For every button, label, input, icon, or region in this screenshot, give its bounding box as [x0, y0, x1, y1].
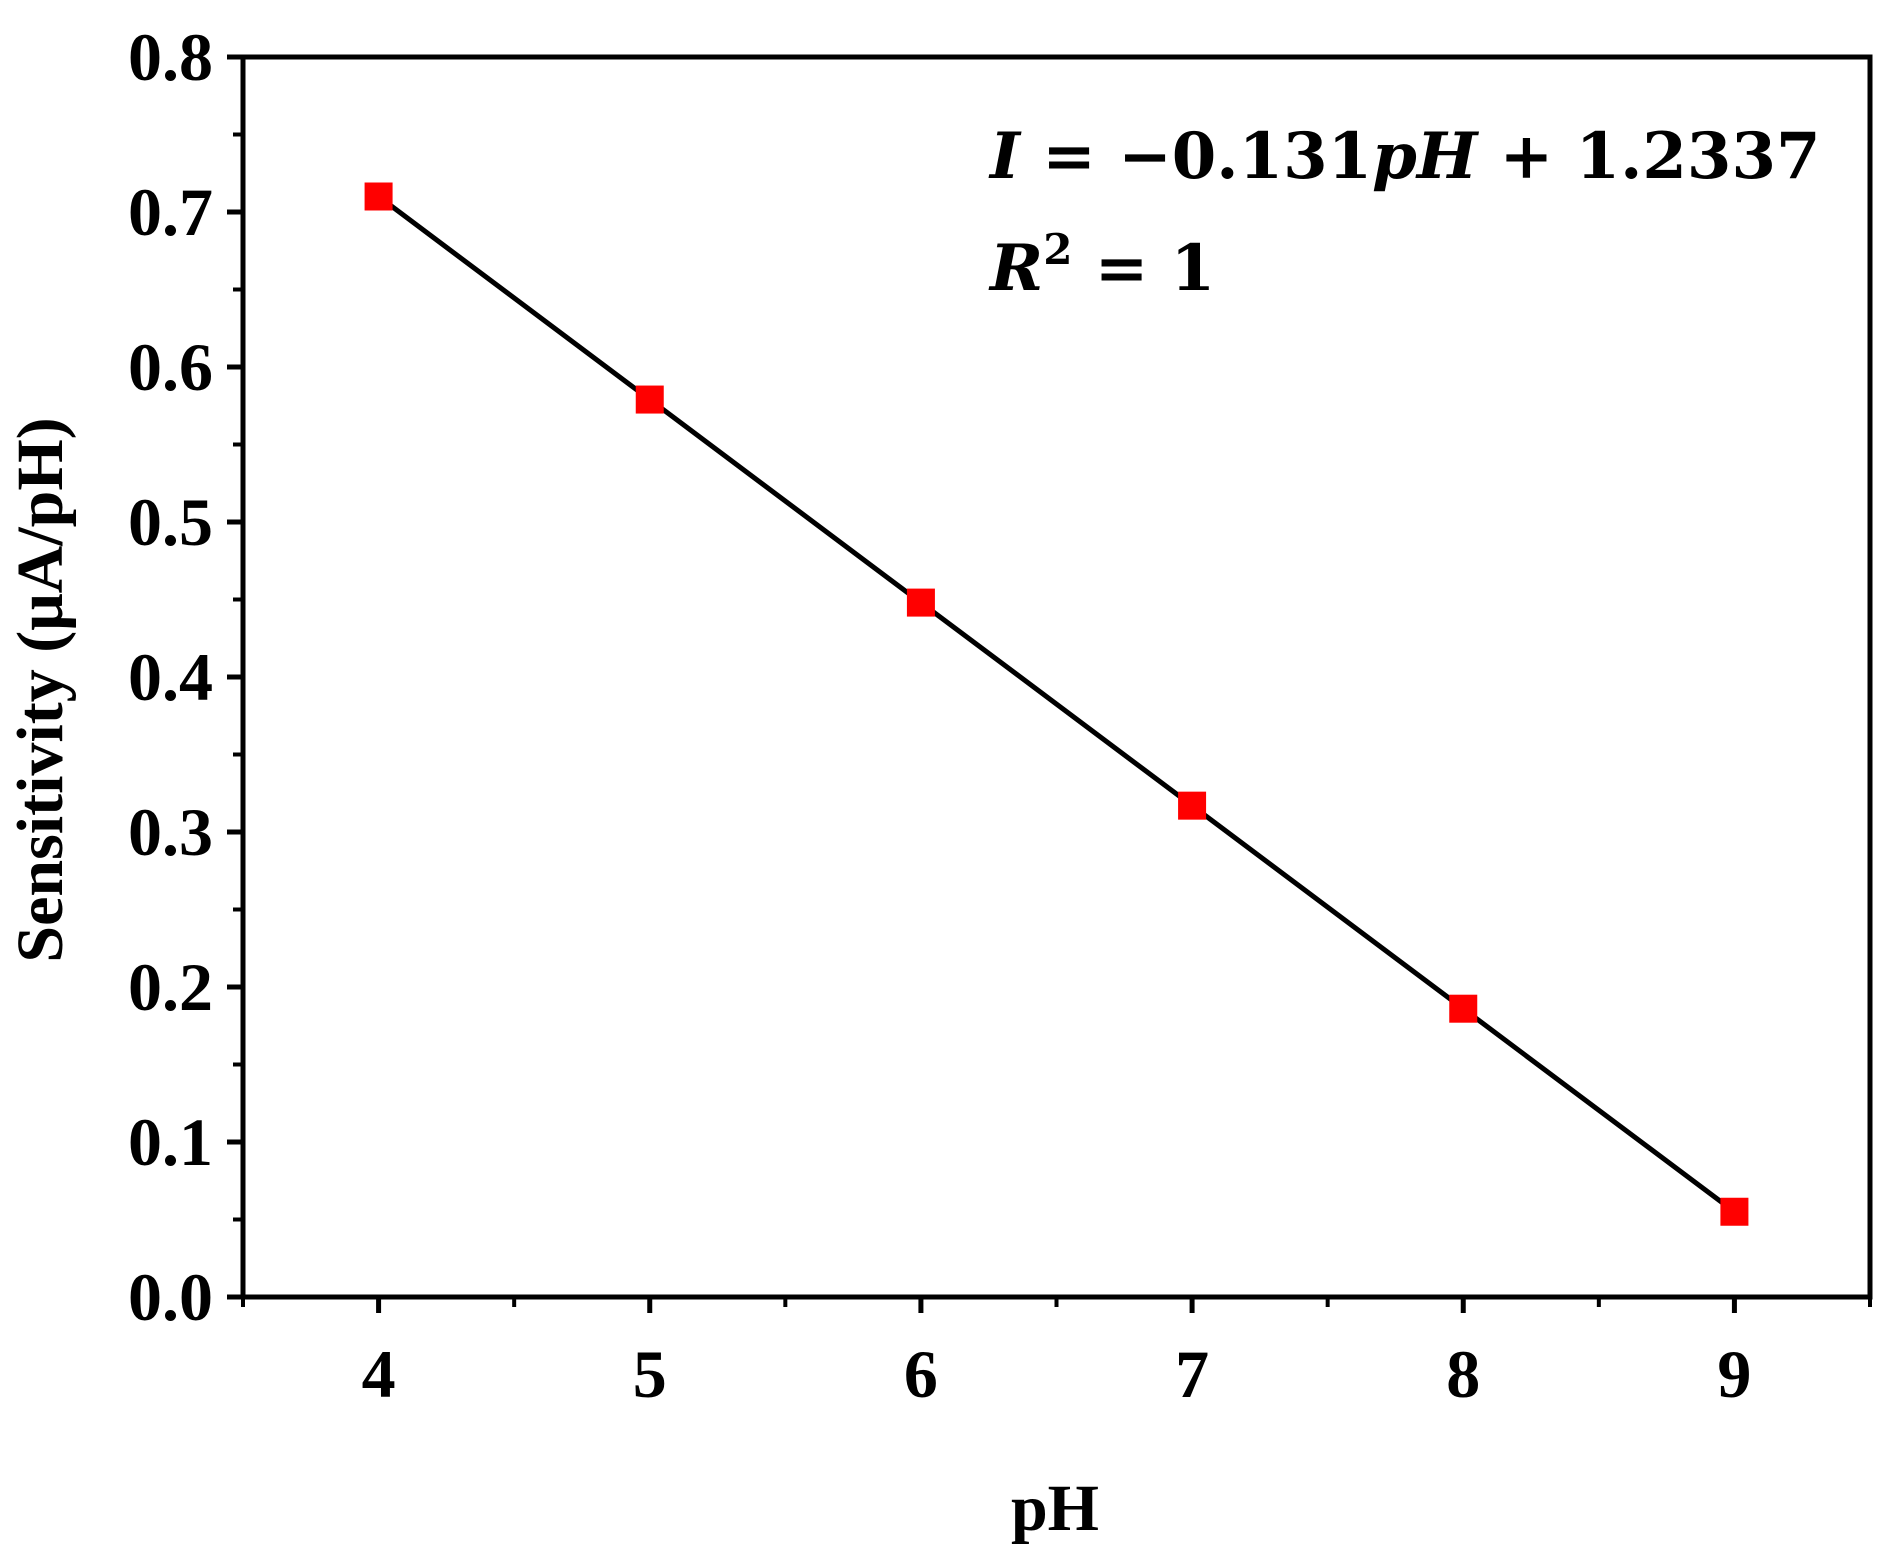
y-tick-label: 0.4 [128, 639, 213, 715]
data-point-marker [906, 588, 935, 617]
data-point-marker [635, 385, 664, 414]
series-line [377, 194, 1736, 1214]
x-tick-label: 6 [904, 1336, 938, 1412]
x-tick-label: 8 [1446, 1336, 1480, 1412]
x-tick-label: 4 [362, 1336, 396, 1412]
x-axis-title: pH [1011, 1472, 1099, 1545]
y-tick-label: 0.6 [128, 329, 213, 405]
y-tick-label: 0.5 [128, 484, 213, 560]
y-tick-label: 0.2 [128, 949, 213, 1025]
y-tick-label: 0.7 [128, 174, 213, 250]
y-tick-label: 0.8 [128, 19, 213, 95]
data-point-marker [364, 182, 393, 211]
y-axis-title: Sensitivity (μA/pH) [4, 417, 77, 962]
r-squared-annotation: R2 = 1 [988, 225, 1215, 306]
x-tick-label: 9 [1717, 1336, 1751, 1412]
equation-annotation: I = −0.131pH + 1.2337 [988, 119, 1821, 194]
y-tick-label: 0.1 [128, 1104, 213, 1180]
data-point-marker [1449, 994, 1478, 1023]
x-tick-label: 5 [633, 1336, 667, 1412]
data-point-marker [1178, 791, 1207, 820]
y-tick-label: 0.0 [128, 1259, 213, 1335]
data-point-marker [1720, 1197, 1749, 1226]
x-tick-label: 7 [1175, 1336, 1209, 1412]
y-tick-label: 0.3 [128, 794, 213, 870]
